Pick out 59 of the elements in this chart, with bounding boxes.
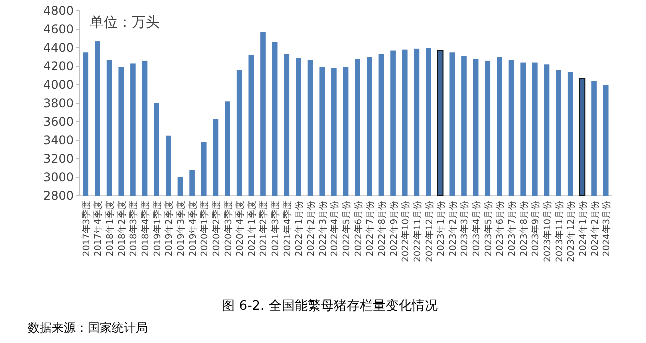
x-tick-label: 2024年2月份	[590, 201, 601, 257]
x-tick-label: 2020年3季度	[223, 201, 234, 257]
y-tick-label: 4800	[43, 4, 74, 18]
y-tick-label: 4200	[43, 60, 74, 74]
x-tick-label: 2019年3季度	[176, 201, 187, 257]
y-tick-label: 4600	[43, 22, 74, 36]
x-tick-label: 2019年2季度	[164, 201, 176, 257]
x-tick-label: 2023年7月份	[507, 201, 518, 257]
y-tick-label: 3600	[43, 115, 74, 129]
x-tick-label: 2020年1季度	[200, 201, 211, 257]
y-tick-label: 3200	[43, 152, 74, 166]
x-tick-label: 2021年3季度	[270, 201, 282, 257]
x-tick-label: 2022年6月份	[353, 201, 364, 257]
x-tick-label: 2024年1月份	[578, 201, 589, 257]
x-tick-label: 2023年1月份	[436, 201, 448, 257]
x-tick-label: 2022年1月份	[294, 201, 306, 257]
x-tick-label: 2018年1季度	[105, 201, 116, 257]
x-tick-label: 2023年8月份	[518, 201, 530, 257]
x-tick-label: 2020年2季度	[211, 201, 222, 257]
x-tick-label: 2023年6月份	[495, 201, 506, 257]
x-tick-label: 2018年3季度	[128, 201, 140, 257]
text: 图 6-2. 全国能繁母猪存栏量变化情况	[222, 299, 438, 314]
y-tick-label: 4400	[43, 41, 74, 55]
x-tick-label: 2022年5月份	[342, 201, 352, 257]
x-tick-label: 2022年4月份	[330, 201, 341, 257]
x-tick-label: 2022年3月份	[318, 201, 329, 257]
x-tick-label: 2019年4季度	[188, 201, 199, 257]
y-tick-label: 2800	[43, 189, 74, 203]
x-tick-label: 2022年10月份	[400, 201, 412, 262]
x-tick-label: 2022年12月份	[424, 201, 436, 262]
x-tick-label: 2023年9月份	[530, 201, 542, 257]
x-tick-label: 2022年7月份	[365, 201, 376, 257]
x-tick-label: 2023年5月份	[483, 201, 494, 257]
annotation: 单位：万头	[90, 15, 160, 31]
x-tick-label: 2018年2季度	[116, 201, 128, 257]
x-tick-label: 2020年4季度	[235, 201, 246, 257]
x-tick-label: 2022年2月份	[306, 201, 318, 257]
x-tick-label: 2022年11月份	[412, 201, 424, 262]
x-tick-label: 2022年8月份	[376, 201, 388, 257]
x-tick-label: 2017年4季度	[93, 201, 104, 257]
x-tick-label: 2023年2月份	[448, 201, 459, 257]
y-tick-label: 3800	[43, 96, 74, 110]
x-tick-label: 2023年3月份	[460, 201, 471, 257]
y-tick-label: 3000	[43, 170, 74, 184]
source-note: 数据来源：国家统计局	[28, 321, 148, 335]
y-tick-label: 3400	[43, 134, 74, 148]
x-tick-label: 2017年3季度	[81, 201, 92, 257]
y-tick-label: 4000	[43, 78, 74, 92]
x-tick-label: 2018年4季度	[140, 201, 152, 257]
x-tick-label: 2019年1季度	[152, 201, 164, 257]
x-tick-label: 2021年4季度	[282, 201, 294, 257]
x-tick-label: 2023年11月份	[554, 201, 566, 262]
x-tick-label: 2021年2季度	[258, 201, 270, 257]
x-tick-label: 2021年1季度	[246, 201, 258, 257]
x-tick-label: 2023年4月份	[472, 201, 483, 257]
x-tick-label: 2024年3月份	[602, 201, 613, 257]
x-tick-label: 2022年9月份	[388, 201, 400, 257]
x-tick-label: 2023年12月份	[566, 201, 578, 262]
x-tick-label: 2023年10月份	[542, 201, 554, 262]
